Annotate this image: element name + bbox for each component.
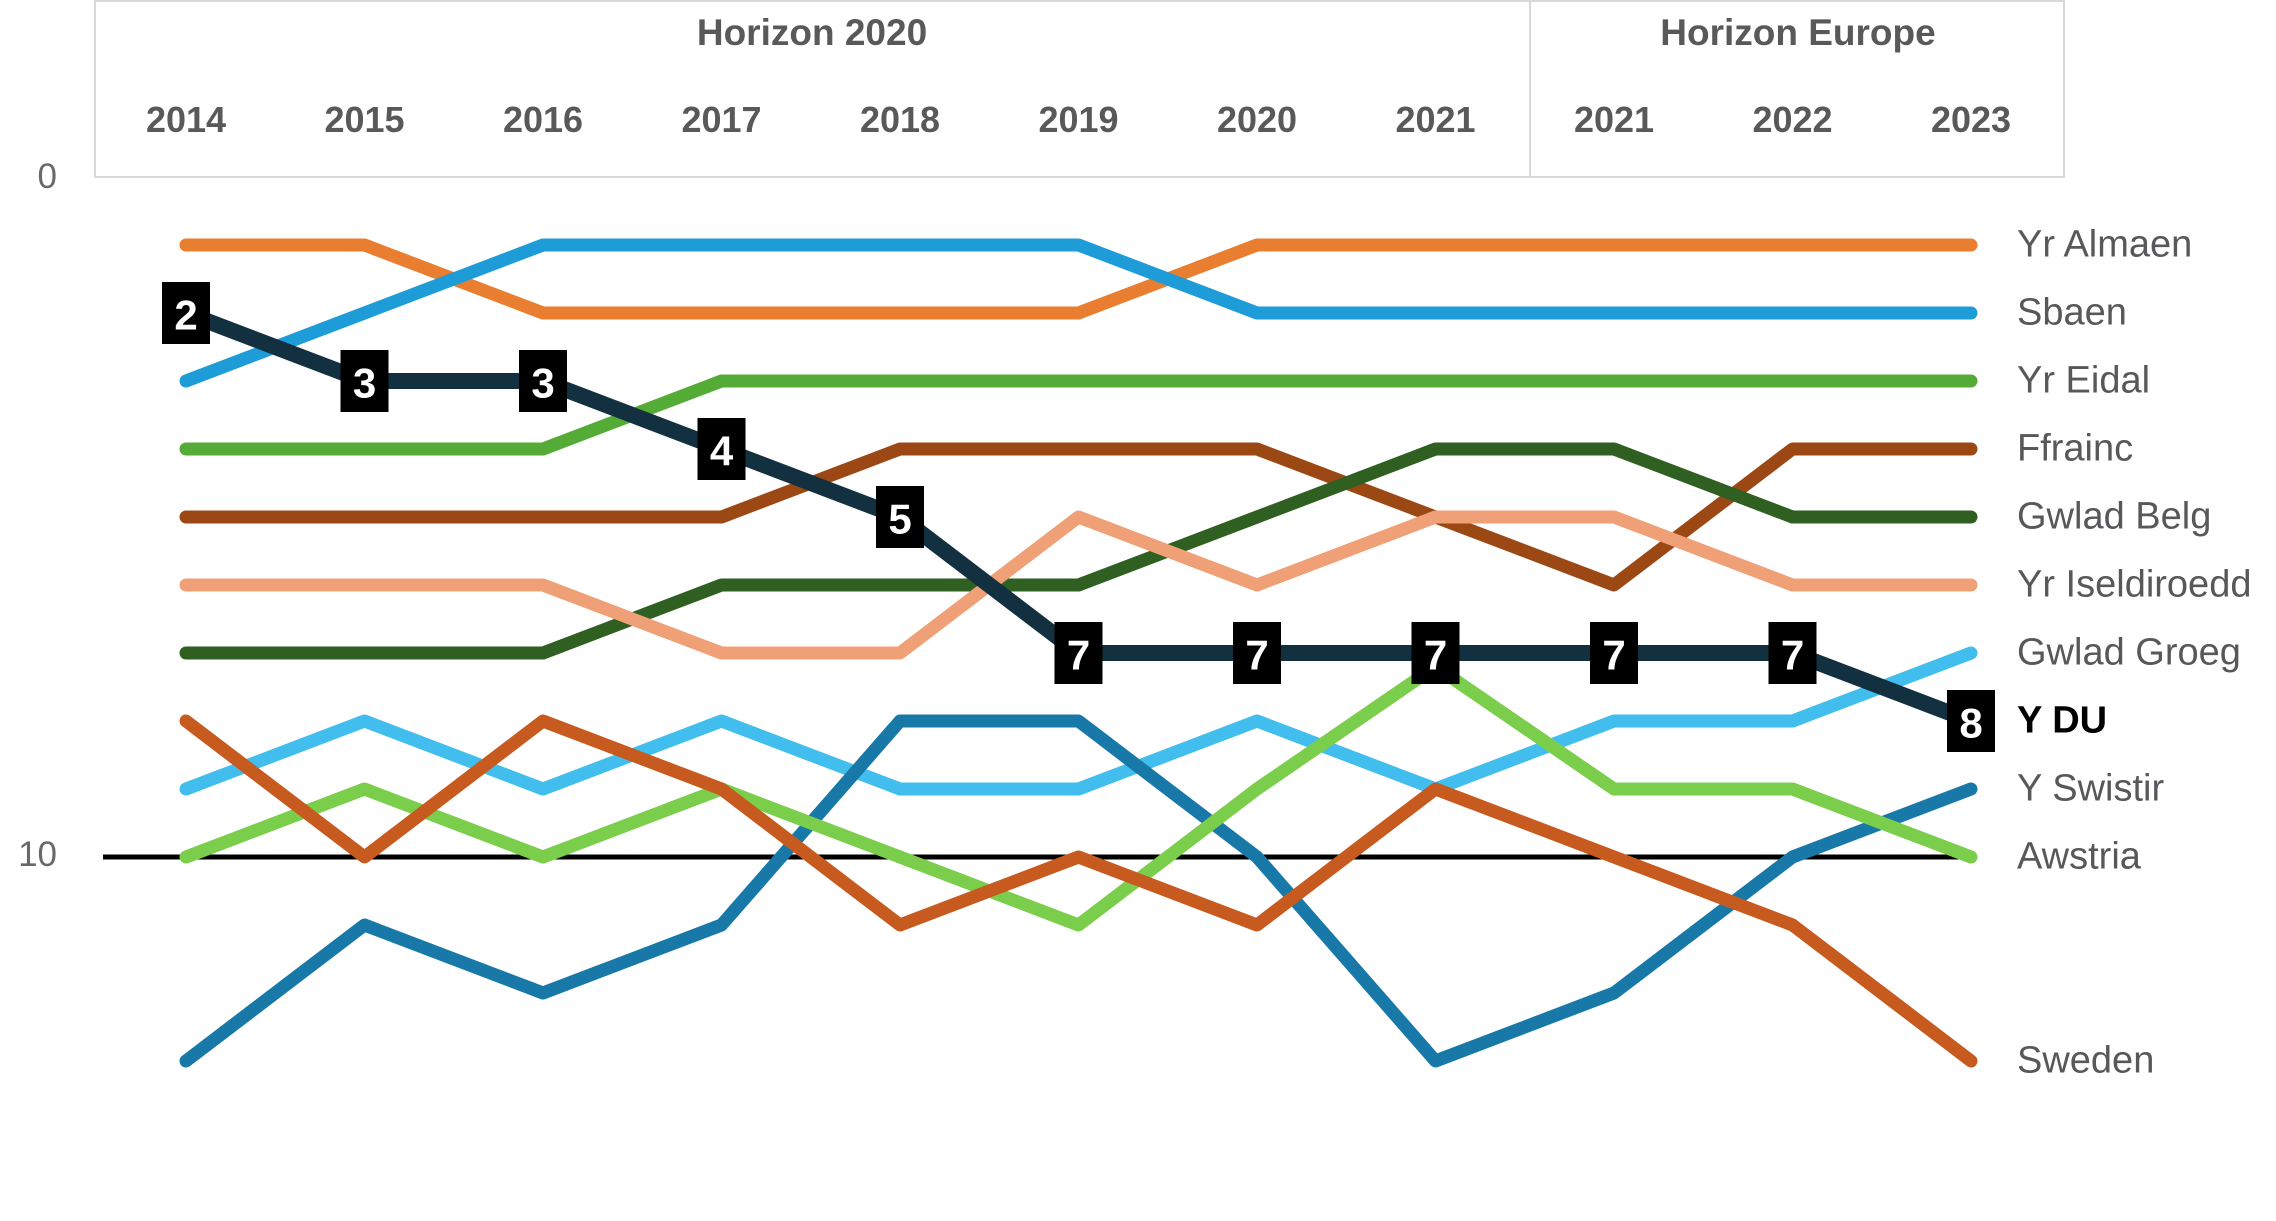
- section-title-horizon-2020: Horizon 2020: [696, 12, 928, 53]
- legend-label-gwlad-belg: Gwlad Belg: [2017, 495, 2212, 538]
- series-line-yr-almaen: [179, 238, 1978, 320]
- legend-label-yr-iseldiroedd: Yr Iseldiroedd: [2017, 563, 2252, 606]
- year-label: 2017: [681, 99, 762, 140]
- year-label: 2021: [1573, 99, 1655, 140]
- rank-point-label: 3: [340, 350, 389, 412]
- svg-text:3: 3: [353, 360, 376, 407]
- year-label: 2018: [859, 99, 941, 140]
- legend-label-y-swistir: Y Swistir: [2017, 767, 2165, 810]
- rank-point-label: 3: [519, 350, 567, 412]
- series-line-gwlad-belg: [179, 442, 1978, 660]
- svg-text:5: 5: [888, 496, 911, 543]
- period-header: Horizon 2020 Horizon Europe 2014 2015 2016…: [94, 0, 2065, 178]
- year-label: 2014: [145, 99, 227, 140]
- year-label: 2023: [1930, 99, 2012, 140]
- legend-label-yr-almaen: Yr Almaen: [2017, 223, 2193, 266]
- svg-text:4: 4: [710, 428, 734, 475]
- year-label: 2022: [1752, 99, 1833, 140]
- rank-point-label: 8: [1947, 690, 1995, 752]
- svg-text:7: 7: [1424, 632, 1447, 679]
- year-label: 2016: [502, 99, 584, 140]
- svg-text:7: 7: [1245, 632, 1268, 679]
- rank-point-label: 7: [1054, 622, 1103, 684]
- legend-label-sweden: Sweden: [2017, 1039, 2155, 1082]
- series-line-awstria: [179, 660, 1978, 932]
- rank-point-label: 7: [1590, 622, 1638, 684]
- legend-label-y-du: Y DU: [2017, 699, 2108, 742]
- svg-text:3: 3: [531, 360, 554, 407]
- rank-point-label: 2: [162, 282, 210, 344]
- svg-text:2: 2: [174, 292, 197, 339]
- legend-label-sbaen: Sbaen: [2017, 291, 2127, 334]
- rank-point-label: 7: [1768, 622, 1817, 684]
- y-axis-tick-bottom: 10: [18, 835, 57, 874]
- series-line-yr-iseldiroedd: [179, 510, 1978, 660]
- section-title-horizon-europe: Horizon Europe: [1660, 12, 1936, 53]
- legend-label-ffrainc: Ffrainc: [2017, 427, 2134, 470]
- series-line-sweden: [179, 714, 1978, 1068]
- series-line-sbaen: [179, 238, 1978, 388]
- legend-label-awstria: Awstria: [2017, 835, 2141, 878]
- svg-text:7: 7: [1067, 632, 1090, 679]
- rank-point-label: 7: [1233, 622, 1281, 684]
- year-label: 2015: [324, 99, 405, 140]
- y-axis-tick-top: 0: [37, 157, 57, 196]
- legend-label-gwlad-groeg: Gwlad Groeg: [2017, 631, 2241, 674]
- series-line-yr-eidal: [179, 374, 1978, 456]
- year-label: 2021: [1395, 99, 1476, 140]
- svg-text:8: 8: [1959, 700, 1982, 747]
- series-line-y-swistir: [179, 714, 1978, 1068]
- rank-point-label: 5: [876, 486, 924, 548]
- year-label: 2020: [1216, 99, 1298, 140]
- legend-label-yr-eidal: Yr Eidal: [2017, 359, 2151, 402]
- svg-text:7: 7: [1781, 632, 1804, 679]
- svg-text:7: 7: [1602, 632, 1625, 679]
- year-label: 2019: [1038, 99, 1119, 140]
- rank-point-label: 4: [697, 418, 746, 480]
- period-divider: [1529, 2, 1531, 176]
- rank-point-label: 7: [1411, 622, 1460, 684]
